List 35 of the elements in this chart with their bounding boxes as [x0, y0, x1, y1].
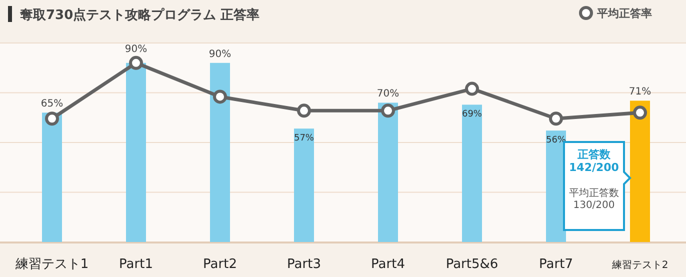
bar [126, 62, 146, 242]
annotation: 正答数 142/200 [569, 148, 620, 174]
data-label: 90% [208, 48, 232, 60]
point [549, 112, 563, 126]
x-tick-label: Part5&6 [446, 257, 498, 272]
x-tick-label: Part4 [371, 257, 405, 272]
legend-label: 平均正答率 [596, 7, 652, 20]
point [297, 104, 311, 118]
bar [378, 102, 398, 242]
bar [294, 128, 314, 242]
point [465, 82, 479, 96]
data-label: 57% [294, 134, 314, 144]
data-label: 90% [124, 44, 148, 55]
x-tick-label: Part1 [119, 257, 153, 272]
chart-title: 奪取730点テスト攻略プログラム 正答率 [19, 7, 260, 23]
x-tick-label: 練習テスト2 [610, 259, 668, 271]
x-tick-label: Part3 [287, 257, 321, 272]
x-tick-label: Part7 [539, 257, 573, 272]
annotation: 平均正答数 130/200 [569, 187, 619, 211]
x-tick-label: 練習テスト1 [14, 257, 89, 272]
point [45, 112, 59, 126]
data-label: 56% [546, 136, 566, 146]
bar [462, 104, 482, 242]
bar [210, 62, 230, 242]
data-label: 65% [40, 98, 64, 110]
bar [630, 100, 650, 242]
point [213, 90, 227, 104]
x-tick-label: Part2 [203, 257, 237, 272]
bar [42, 112, 62, 242]
point [633, 106, 647, 120]
point [381, 104, 395, 118]
data-label: 71% [628, 86, 652, 98]
data-label: 69% [462, 110, 482, 120]
point [129, 56, 143, 70]
data-label: 70% [376, 88, 400, 100]
